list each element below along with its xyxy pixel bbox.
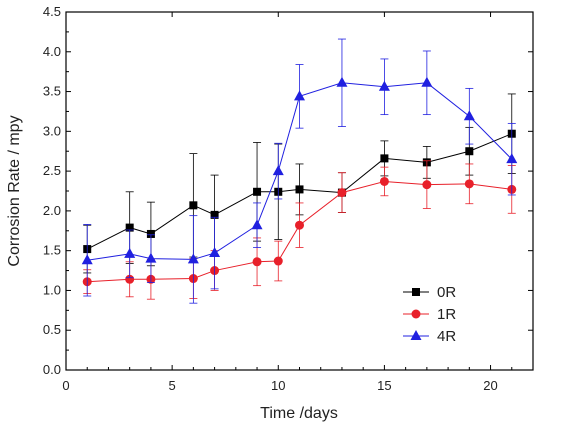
data-point-1r <box>125 274 135 284</box>
data-point-4r <box>145 252 157 263</box>
data-point-4r <box>336 76 348 87</box>
data-point-0r <box>146 229 155 238</box>
y-tick-label: 3.5 <box>43 84 61 99</box>
data-point-1r <box>252 257 262 267</box>
data-point-4r <box>272 165 284 176</box>
x-tick-label: 0 <box>62 378 69 393</box>
data-point-4r <box>421 76 433 87</box>
y-tick-label: 4.0 <box>43 44 61 59</box>
series-4r <box>81 38 518 304</box>
data-point-4r <box>294 90 305 101</box>
data-point-0r <box>465 147 474 156</box>
data-point-1r <box>422 180 432 190</box>
data-point-1r <box>295 220 304 230</box>
y-tick-label: 0.5 <box>43 322 61 337</box>
series-layer <box>81 38 518 304</box>
data-point-0r <box>295 185 304 194</box>
y-tick-label: 0.0 <box>43 362 61 377</box>
data-point-4r <box>209 247 221 258</box>
x-tick-label: 5 <box>169 378 176 393</box>
x-axis-title: Time /days <box>260 405 338 422</box>
data-point-0r <box>189 201 198 210</box>
data-point-1r <box>379 176 389 186</box>
data-point-4r <box>506 153 518 164</box>
data-point-1r <box>337 188 347 198</box>
data-point-0r <box>380 154 389 163</box>
y-tick-label: 1.0 <box>43 282 61 297</box>
x-tick-label: 15 <box>377 378 391 393</box>
data-point-4r <box>81 254 93 265</box>
legend-label-0r: 0R <box>437 284 456 301</box>
x-tick-label: 10 <box>271 378 285 393</box>
data-point-4r <box>187 253 199 264</box>
legend-label-1r: 1R <box>437 306 456 323</box>
data-point-0r <box>253 187 262 196</box>
data-point-4r <box>463 110 475 121</box>
legend-marker-4r <box>410 330 422 340</box>
y-tick-label: 4.5 <box>43 4 61 19</box>
data-point-4r <box>251 219 263 230</box>
legend-marker-0r <box>412 288 420 296</box>
axis-ticks: 0 5 10 15 20 0.0 0.5 1.0 1.5 2.0 2.5 3.0 3.5 4.0 4.5 <box>43 4 533 393</box>
legend-marker-1r <box>411 309 421 319</box>
legend: 0R 1R 4R <box>403 284 456 345</box>
y-axis-title: Corrosion Rate / mpy <box>6 115 23 266</box>
data-point-0r <box>125 223 134 232</box>
data-point-4r <box>378 80 390 91</box>
data-point-4r <box>124 247 136 258</box>
y-tick-label: 2.0 <box>43 203 61 218</box>
x-tick-label: 20 <box>483 378 497 393</box>
legend-label-4r: 4R <box>437 328 456 345</box>
y-tick-label: 1.5 <box>43 243 61 258</box>
y-tick-label: 3.0 <box>43 123 61 138</box>
y-tick-label: 2.5 <box>43 163 61 178</box>
data-point-1r <box>464 179 474 189</box>
data-point-0r <box>210 210 219 219</box>
data-point-1r <box>273 256 283 266</box>
